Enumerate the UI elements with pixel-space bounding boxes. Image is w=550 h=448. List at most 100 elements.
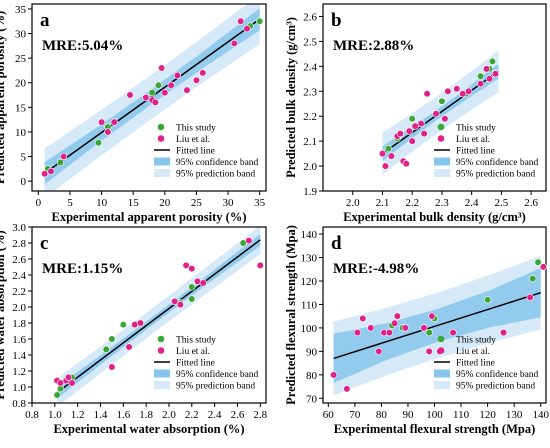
x-tick-label: 2.2: [185, 409, 199, 421]
y-tick-label: 1.6: [12, 334, 26, 346]
legend-marker-this-study: [157, 123, 165, 131]
mre-label: MRE:5.04%: [42, 38, 123, 54]
x-tick-label: 130: [506, 409, 523, 421]
liu-point: [330, 371, 338, 379]
x-tick-label: 35: [254, 197, 266, 209]
x-tick-label: 2.6: [524, 197, 538, 209]
x-tick-label: 2.1: [376, 197, 390, 209]
x-axis-label: Experimental apparent porosity (%): [51, 210, 246, 224]
x-tick-label: 1.4: [94, 409, 108, 421]
liu-point: [199, 69, 207, 77]
liu-point: [161, 88, 169, 97]
legend-label: Liu et al.: [456, 135, 490, 145]
legend-label: 95% confidence band: [176, 157, 259, 168]
x-tick-label: 2.4: [465, 197, 479, 209]
legend-marker-this-study: [157, 335, 165, 343]
this-study-point: [488, 57, 497, 65]
y-axis-label: Predicted water absorption (%): [0, 230, 7, 399]
x-tick-label: 2.4: [208, 409, 222, 421]
plot-frame: [31, 226, 267, 404]
legend-label: This study: [176, 124, 216, 134]
liu-point: [158, 64, 166, 72]
x-tick-label: 120: [479, 409, 496, 421]
panel-letter: d: [331, 233, 342, 254]
liu-point: [256, 261, 264, 270]
y-tick-label: 15: [15, 102, 27, 114]
legend-label: Liu et al.: [456, 347, 490, 357]
liu-point: [396, 130, 404, 138]
liu-point: [192, 76, 201, 84]
liu-point: [173, 71, 182, 79]
mre-label: MRE:1.15%: [42, 261, 123, 277]
y-tick-label: 2.5: [303, 36, 317, 48]
legend-label: This study: [456, 336, 496, 346]
y-tick-label: 1.0: [12, 382, 26, 394]
legend-marker-liu: [157, 135, 165, 142]
liu-point: [391, 319, 399, 327]
legend-label: This study: [456, 124, 496, 134]
fitted-line: [56, 239, 261, 394]
x-tick-label: 2.0: [162, 409, 176, 421]
y-tick-label: 70: [306, 393, 318, 405]
x-tick-label: 0: [36, 197, 42, 209]
x-tick-label: 110: [453, 409, 470, 421]
y-tick-label: 2.2: [12, 286, 26, 298]
liu-point: [453, 85, 461, 93]
panel-letter: a: [40, 10, 50, 31]
liu-point: [243, 25, 251, 33]
this-study-point: [102, 345, 110, 354]
legend-marker-prediction: [154, 381, 170, 389]
liu-point: [491, 70, 500, 78]
legend-label: 95% prediction band: [456, 382, 535, 392]
liu-point: [393, 312, 401, 320]
y-tick-label: 2.4: [12, 270, 26, 282]
y-tick-label: 30: [15, 29, 27, 41]
liu-point: [449, 329, 457, 337]
y-tick-label: 3.0: [12, 222, 26, 234]
y-tick-label: 100: [301, 323, 318, 335]
legend-label: Fitted line: [456, 147, 495, 157]
this-study-point: [53, 391, 61, 399]
y-tick-label: 2.3: [303, 86, 317, 98]
this-study-point: [483, 296, 492, 304]
liu-point: [68, 379, 76, 387]
axes: 2.0 2.1 2.2 2.3 2.4 2.5 2.6 1.9 2.0 2.1 2.2 2.3 2.4 2…: [303, 11, 538, 209]
liu-point: [176, 301, 184, 309]
liu-point: [110, 118, 118, 126]
y-tick-label: 20: [15, 78, 27, 90]
y-tick-label: 80: [306, 370, 318, 382]
y-tick-label: 1.9: [303, 186, 317, 198]
liu-point: [485, 75, 494, 83]
this-study-point: [154, 81, 163, 89]
liu-point: [526, 293, 534, 302]
x-tick-label: 15: [128, 197, 140, 209]
legend-marker-confidence: [434, 157, 450, 166]
liu-point: [387, 152, 395, 160]
liu-point: [41, 170, 49, 178]
plot-frame: [31, 3, 267, 192]
x-tick-label: 10: [96, 197, 108, 209]
x-axis-label: Experimental flexural strength (Mpa): [334, 422, 535, 436]
this-study-point: [438, 97, 446, 105]
liu-point: [385, 329, 393, 337]
legend-marker-liu: [437, 135, 445, 142]
panel-c: 0.8 1.0 1.2 1.4 1.6 1.8 2.0 2.2 2.4 2.6 2.8 0.8 1.0 1…: [0, 222, 268, 436]
x-tick-label: 30: [223, 197, 235, 209]
y-tick-label: 1.2: [12, 366, 26, 378]
liu-point: [375, 347, 383, 355]
points: [41, 17, 264, 178]
liu-point: [104, 128, 112, 136]
panel-d: 60 70 80 90 100 110 120 130 140 70 80 90 100 110 120 13…: [284, 225, 549, 436]
this-study-point: [476, 72, 485, 80]
panel-letter: c: [40, 233, 48, 254]
legend-label: This study: [176, 336, 216, 346]
plot-frame: [322, 3, 547, 192]
y-tick-label: 2.0: [12, 302, 26, 314]
y-tick-label: 2.6: [12, 254, 26, 266]
legend-marker-confidence: [154, 369, 170, 378]
this-study-point: [56, 158, 65, 167]
legend-marker-confidence: [154, 157, 170, 166]
y-tick-label: 1.8: [12, 318, 26, 330]
